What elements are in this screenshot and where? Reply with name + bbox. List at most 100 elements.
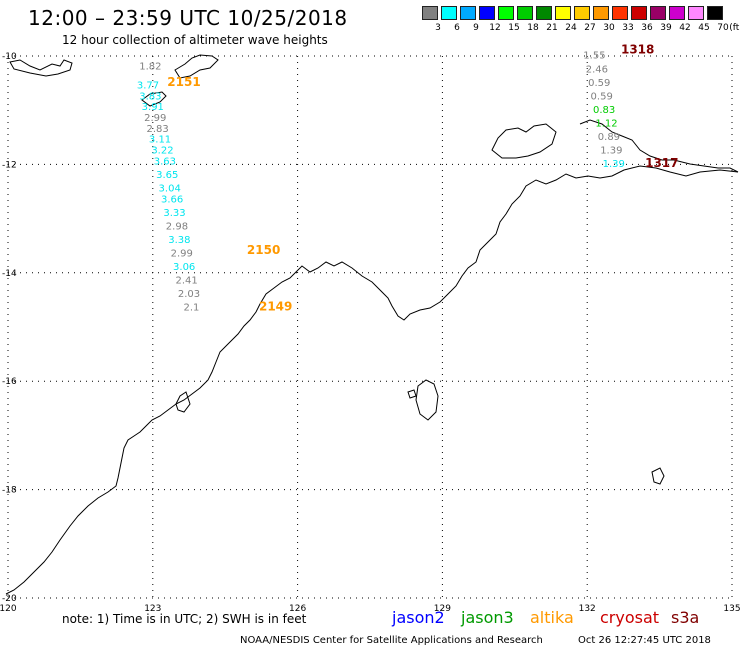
scale-label: 42 bbox=[679, 23, 691, 33]
scale-swatch bbox=[555, 6, 571, 20]
satellite-label: cryosat bbox=[600, 608, 660, 627]
scale-label: 30 bbox=[603, 23, 615, 33]
scale-unit: (ft) bbox=[729, 23, 740, 33]
swh-value: 3.91 bbox=[142, 102, 164, 113]
coastline-timor bbox=[9, 59, 73, 77]
scale-swatch bbox=[650, 6, 666, 20]
coastline bbox=[5, 54, 739, 595]
swh-value: 3.04 bbox=[159, 184, 181, 195]
track-id-label: 2150 bbox=[247, 243, 280, 257]
scale-swatch bbox=[422, 6, 438, 20]
lon-tick-label: 135 bbox=[723, 604, 740, 614]
scale-label: 27 bbox=[584, 23, 596, 33]
lat-tick-label: -18 bbox=[2, 486, 17, 496]
scale-label: 21 bbox=[546, 23, 558, 33]
swh-value: 3.66 bbox=[161, 194, 183, 205]
swh-value: 1.12 bbox=[595, 118, 617, 129]
coastline-australia-north bbox=[5, 165, 739, 595]
swh-value: 3.22 bbox=[151, 146, 173, 157]
scale-label: 33 bbox=[622, 23, 634, 33]
footer-note: note: 1) Time is in UTC; 2) SWH is in fe… bbox=[62, 612, 307, 626]
scale-swatch bbox=[669, 6, 685, 20]
satellite-label: jason3 bbox=[461, 608, 514, 627]
timestamp: Oct 26 12:27:45 UTC 2018 bbox=[578, 635, 711, 646]
scale-label: 36 bbox=[641, 23, 653, 33]
coastline-island-north bbox=[174, 54, 219, 79]
lat-tick-label: -20 bbox=[2, 594, 17, 604]
swh-value: 2.03 bbox=[178, 289, 200, 300]
track-id-label: 1318 bbox=[621, 42, 654, 56]
satellite-label: altika bbox=[530, 608, 574, 627]
scale-label: 39 bbox=[660, 23, 672, 33]
swh-value: 3.33 bbox=[163, 208, 185, 219]
scale-label: 9 bbox=[473, 23, 479, 33]
swh-value: 3.11 bbox=[149, 135, 171, 146]
coastline-island-small bbox=[141, 91, 167, 107]
swh-value: 2.98 bbox=[166, 221, 188, 232]
scale-label: 3 bbox=[435, 23, 441, 33]
coastline-groote-island bbox=[415, 379, 439, 421]
scale-label: 18 bbox=[527, 23, 539, 33]
lat-tick-label: -14 bbox=[2, 269, 17, 279]
swh-value: 2.46 bbox=[586, 64, 608, 75]
scale-swatch bbox=[479, 6, 495, 20]
track-id-label: 2151 bbox=[167, 75, 200, 89]
satellite-label: s3a bbox=[671, 608, 700, 627]
swh-value: 3.63 bbox=[154, 156, 176, 167]
swh-value: 2.1 bbox=[183, 303, 199, 314]
swh-value: 1.82 bbox=[139, 62, 161, 73]
scale-swatch bbox=[612, 6, 628, 20]
altimeter-tracks: 1.823.773.833.912.992.833.113.223.633.65… bbox=[137, 42, 679, 313]
swh-value: 0.59 bbox=[591, 91, 613, 102]
scale-swatch bbox=[631, 6, 647, 20]
scale-swatch bbox=[574, 6, 590, 20]
swh-value: 0.59 bbox=[588, 78, 610, 89]
scale-label: 70 bbox=[717, 23, 729, 33]
swh-value: 1.55 bbox=[583, 51, 605, 62]
scale-label: 6 bbox=[454, 23, 460, 33]
scale-swatch bbox=[707, 6, 723, 20]
swh-value: 1.39 bbox=[603, 159, 625, 170]
swh-value: 3.77 bbox=[137, 81, 159, 92]
credit-text: NOAA/NESDIS Center for Satellite Applica… bbox=[240, 635, 543, 646]
swh-value: 3.65 bbox=[156, 170, 178, 181]
lat-tick-label: -16 bbox=[2, 377, 17, 387]
coastline-melville-island bbox=[491, 123, 557, 159]
swh-value: 2.99 bbox=[144, 113, 166, 124]
coastline-inlet bbox=[175, 391, 191, 413]
map-subtitle: 12 hour collection of altimeter wave hei… bbox=[62, 33, 328, 47]
lon-tick-label: 129 bbox=[434, 604, 451, 614]
swh-value: 2.99 bbox=[171, 249, 193, 260]
scale-swatch bbox=[441, 6, 457, 20]
axis-labels: 120 123 126 129 132 135 -10 -12 -14 -16 -18 -20 bbox=[0, 52, 740, 614]
scale-swatch bbox=[498, 6, 514, 20]
swh-value: 1.39 bbox=[600, 146, 622, 157]
swh-value: 2.41 bbox=[175, 276, 197, 287]
lon-tick-label: 123 bbox=[144, 604, 161, 614]
satellite-label: jason2 bbox=[392, 608, 445, 627]
lat-lon-grid bbox=[7, 55, 733, 599]
lon-tick-label: 120 bbox=[0, 604, 17, 614]
coastline-wellesley-island bbox=[651, 467, 665, 485]
scale-label: 24 bbox=[565, 23, 577, 33]
scale-swatch bbox=[460, 6, 476, 20]
lon-tick-label: 132 bbox=[579, 604, 596, 614]
swh-value: 0.89 bbox=[598, 132, 620, 143]
lat-tick-label: -12 bbox=[2, 160, 17, 170]
coastline-arnhem-north bbox=[579, 119, 739, 173]
scale-swatch bbox=[593, 6, 609, 20]
coastline-small-island bbox=[407, 389, 417, 399]
swh-value: 3.83 bbox=[139, 91, 161, 102]
scale-swatch bbox=[536, 6, 552, 20]
lat-tick-label: -10 bbox=[2, 52, 17, 62]
map-title: 12:00 – 23:59 UTC 10/25/2018 bbox=[28, 6, 348, 30]
swh-value: 0.83 bbox=[593, 105, 615, 116]
scale-label: 12 bbox=[489, 23, 501, 33]
scale-swatch bbox=[688, 6, 704, 20]
track-id-label: 1317 bbox=[645, 156, 678, 170]
swh-value: 3.06 bbox=[173, 262, 195, 273]
swh-value: 3.38 bbox=[168, 235, 190, 246]
track-id-label: 2149 bbox=[259, 300, 292, 314]
scale-swatch bbox=[517, 6, 533, 20]
